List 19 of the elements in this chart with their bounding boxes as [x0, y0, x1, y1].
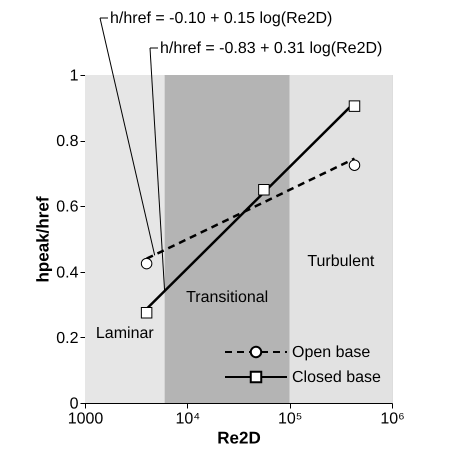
y-tick-label: 0.4	[56, 264, 79, 282]
y-tick-label: 0.8	[56, 133, 79, 150]
legend-label: Open base	[292, 344, 370, 361]
y-tick-label: 0.2	[56, 330, 79, 347]
x-tick-label: 10⁴	[175, 410, 200, 428]
legend-label: Closed base	[292, 369, 382, 386]
x-axis-title: Re2D	[217, 428, 261, 448]
annotation: h/href = -0.83 + 0.31 log(Re2D)	[160, 40, 382, 57]
x-tick-label: 10⁵	[278, 410, 302, 428]
band-label: Transitional	[186, 289, 268, 306]
x-tick-label: 1000	[68, 410, 104, 428]
x-tick-label: 10⁶	[380, 410, 405, 428]
band-label: Laminar	[96, 325, 154, 342]
band-label: Turbulent	[307, 253, 375, 270]
y-tick-label: 1	[70, 68, 79, 84]
annotation: h/href = -0.10 + 0.15 log(Re2D)	[110, 10, 332, 27]
y-axis-title: hpeak/href	[33, 196, 52, 282]
y-tick-label: 0.6	[56, 198, 79, 216]
y-tick-label: 0	[70, 396, 79, 412]
